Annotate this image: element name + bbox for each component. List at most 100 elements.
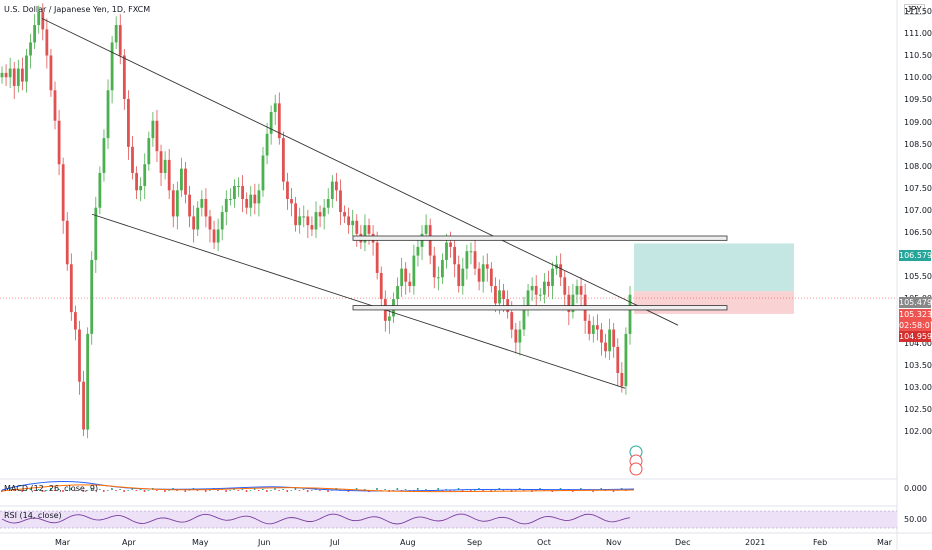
candle-body xyxy=(69,264,73,313)
macd-histogram-bar xyxy=(135,490,138,491)
macd-histogram-bar xyxy=(298,490,301,491)
resistance-zone xyxy=(352,235,728,241)
candle-body xyxy=(457,264,461,287)
price-axis-tick: 102.000 xyxy=(904,426,932,436)
candle-body xyxy=(57,120,61,165)
candle-body xyxy=(188,194,191,217)
macd-histogram-bar xyxy=(502,490,505,491)
candle-body xyxy=(253,194,257,204)
candle-body xyxy=(139,185,143,191)
price-axis-tick: 109.000 xyxy=(904,117,932,127)
candle-body xyxy=(110,42,114,91)
candle-body xyxy=(20,68,24,82)
candle-body xyxy=(575,286,579,295)
macd-histogram-bar xyxy=(58,489,60,490)
candle-body xyxy=(432,255,436,278)
candle-body xyxy=(489,268,493,287)
candle-body xyxy=(375,242,379,273)
time-axis-tick: 2021 xyxy=(745,538,766,547)
time-axis-tick: Jun xyxy=(258,538,271,547)
candle-body xyxy=(281,138,285,182)
candle-body xyxy=(175,190,179,217)
candle-body xyxy=(310,225,314,230)
candle-body xyxy=(351,220,355,226)
macd-histogram-bar xyxy=(9,488,11,490)
price-axis-tick: 109.500 xyxy=(904,95,932,105)
currency-label[interactable]: JPY xyxy=(904,4,925,15)
candle-body xyxy=(343,212,346,217)
candle-body xyxy=(286,181,289,200)
candle-body xyxy=(347,216,351,226)
candle-body xyxy=(151,120,155,139)
time-axis-tick: Sep xyxy=(467,538,483,547)
macd-histogram-bar xyxy=(127,490,130,491)
macd-histogram-bar xyxy=(119,489,121,490)
macd-histogram-bar xyxy=(184,490,187,492)
candle-body xyxy=(118,25,122,56)
candle-body xyxy=(318,212,322,217)
macd-histogram-bar xyxy=(143,490,146,492)
candle-body xyxy=(481,264,485,282)
macd-histogram-bar xyxy=(278,490,280,491)
macd-histogram-bar xyxy=(139,489,142,490)
candle-body xyxy=(277,103,281,139)
candle-body xyxy=(494,286,497,304)
price-axis-tick: 103.000 xyxy=(904,382,932,392)
candle-body xyxy=(135,172,138,191)
candle-body xyxy=(8,68,12,78)
candle-body xyxy=(86,333,90,430)
rsi-label[interactable]: RSI (14, close) xyxy=(4,511,62,520)
macd-histogram-bar xyxy=(396,488,399,490)
candle-body xyxy=(102,138,106,173)
macd-histogram-bar xyxy=(347,490,350,492)
candle-body xyxy=(90,259,94,334)
candle-body xyxy=(65,220,69,265)
macd-histogram-bar xyxy=(90,488,93,490)
candle-body xyxy=(171,190,175,217)
macd-histogram-bar xyxy=(245,490,248,492)
candle-body xyxy=(45,29,49,56)
event-marker-icon xyxy=(629,462,643,476)
macd-histogram-bar xyxy=(253,488,256,490)
macd-histogram-bar xyxy=(168,490,170,491)
candle-body xyxy=(534,286,538,295)
candle-body xyxy=(224,199,228,213)
macd-histogram-bar xyxy=(217,490,219,491)
candle-body xyxy=(608,329,612,352)
macd-histogram-bar xyxy=(62,490,64,492)
rsi-axis-tick: 50.00 xyxy=(904,515,927,524)
time-axis-tick: May xyxy=(192,538,209,547)
candle-body xyxy=(326,199,330,208)
candle-body xyxy=(298,216,302,226)
macd-histogram-bar xyxy=(310,490,313,491)
candle-body xyxy=(94,207,98,260)
price-axis-tick: 106.500 xyxy=(904,228,932,237)
macd-axis-tick: 0.000 xyxy=(904,484,927,493)
candle-body xyxy=(122,55,126,99)
candle-body xyxy=(114,25,118,43)
macd-histogram-bar xyxy=(327,490,329,492)
candle-body xyxy=(41,12,45,30)
candle-body xyxy=(465,251,469,269)
macd-histogram-bar xyxy=(474,490,476,491)
macd-histogram-bar xyxy=(204,490,207,492)
countdown-tag: 02:58:07 xyxy=(899,320,932,331)
candle-body xyxy=(498,290,501,304)
candle-body xyxy=(604,342,607,352)
candle-body xyxy=(379,272,383,300)
candle-body xyxy=(600,329,603,343)
candle-body xyxy=(228,199,232,201)
macd-histogram-bar xyxy=(416,488,419,490)
macd-histogram-bar xyxy=(196,490,199,491)
macd-histogram-bar xyxy=(107,490,109,491)
candle-body xyxy=(290,199,293,204)
macd-histogram-bar xyxy=(612,490,615,492)
macd-histogram-bar xyxy=(111,488,113,490)
macd-histogram-bar xyxy=(482,490,484,491)
time-axis-tick: Oct xyxy=(537,538,551,547)
macd-histogram-bar xyxy=(571,490,574,492)
macd-label[interactable]: MACD (12, 26, close, 9) xyxy=(4,484,99,493)
candle-body xyxy=(53,90,57,121)
